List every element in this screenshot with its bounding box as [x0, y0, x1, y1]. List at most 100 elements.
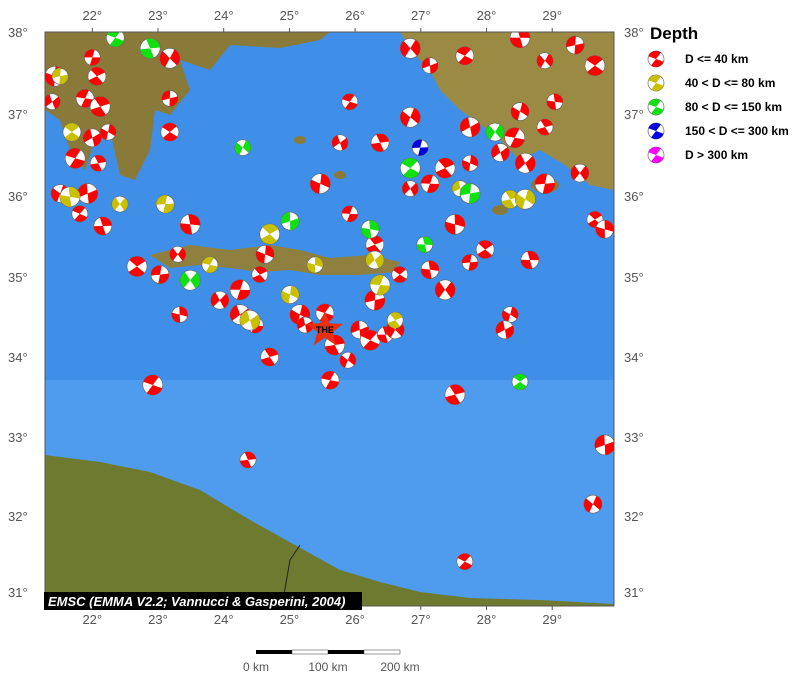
focal-mechanism[interactable]	[397, 155, 424, 182]
focal-mechanism[interactable]	[431, 276, 459, 304]
focal-mechanism[interactable]	[123, 252, 151, 280]
focal-mechanism[interactable]	[294, 314, 316, 336]
focal-mechanism[interactable]	[397, 35, 424, 62]
focal-mechanism[interactable]	[309, 173, 331, 195]
focal-mechanism[interactable]	[83, 49, 101, 66]
focal-mechanism[interactable]	[232, 137, 253, 158]
legend-swatch[interactable]	[646, 145, 667, 166]
focal-mechanism[interactable]	[441, 381, 469, 409]
focal-mechanism[interactable]	[229, 279, 251, 301]
focal-mechanism[interactable]	[458, 182, 481, 205]
focal-mechanism[interactable]	[176, 266, 204, 294]
focal-mechanism[interactable]	[237, 449, 258, 470]
legend-swatch[interactable]	[646, 49, 667, 70]
focal-mechanism[interactable]	[99, 123, 118, 142]
focal-mechanism[interactable]	[444, 214, 466, 235]
focal-mechanism[interactable]	[534, 50, 556, 72]
focal-mechanism[interactable]	[567, 160, 592, 185]
focal-mechanism[interactable]	[453, 44, 477, 68]
focal-mechanism[interactable]	[488, 140, 513, 165]
focal-mechanism[interactable]	[509, 371, 531, 393]
focal-mechanism[interactable]	[369, 274, 391, 296]
focal-mechanism[interactable]	[399, 177, 422, 200]
focal-mechanism[interactable]	[157, 120, 182, 145]
focal-mechanism[interactable]	[329, 132, 351, 154]
focal-mechanism[interactable]	[51, 67, 70, 86]
focal-mechanism[interactable]	[200, 255, 219, 274]
focal-mechanism[interactable]	[581, 492, 605, 516]
focal-mechanism[interactable]	[546, 93, 564, 111]
focal-mechanism[interactable]	[415, 235, 435, 255]
focal-mechanism[interactable]	[257, 345, 282, 370]
focal-mechanism[interactable]	[360, 219, 380, 239]
focal-mechanism[interactable]	[91, 215, 114, 238]
focal-mechanism[interactable]	[420, 174, 440, 194]
focal-mechanism[interactable]	[483, 120, 508, 145]
focal-mechanism[interactable]	[472, 237, 497, 262]
focal-mechanism[interactable]	[59, 186, 82, 209]
focal-mechanism[interactable]	[167, 243, 189, 265]
focal-mechanism[interactable]	[236, 306, 264, 334]
focal-mechanism[interactable]	[160, 89, 180, 109]
focal-mechanism[interactable]	[63, 146, 88, 171]
focal-mechanism[interactable]	[69, 203, 90, 224]
focal-mechanism[interactable]	[397, 104, 423, 130]
focal-mechanism[interactable]	[59, 120, 84, 145]
focal-mechanism[interactable]	[255, 244, 275, 265]
legend-swatch[interactable]	[646, 97, 667, 118]
focal-mechanism[interactable]	[156, 45, 183, 72]
legend-swatch[interactable]	[646, 73, 667, 94]
focal-mechanism[interactable]	[357, 327, 384, 354]
focal-mechanism[interactable]	[109, 193, 132, 216]
focal-mechanism[interactable]	[454, 551, 476, 573]
star-marker-icon[interactable]	[306, 310, 343, 346]
focal-mechanism[interactable]	[493, 318, 517, 342]
focal-mechanism[interactable]	[461, 154, 479, 172]
focal-mechanism[interactable]	[368, 131, 392, 155]
focal-mechanism[interactable]	[534, 116, 556, 138]
focal-mechanism[interactable]	[207, 287, 232, 312]
focal-mechanism[interactable]	[420, 259, 441, 280]
focal-mechanism[interactable]	[595, 219, 614, 239]
focal-mechanism[interactable]	[150, 265, 170, 285]
focal-mechanism[interactable]	[581, 52, 609, 80]
focal-mechanism[interactable]	[384, 309, 407, 332]
focal-mechanism[interactable]	[513, 187, 538, 212]
focal-mechanism[interactable]	[456, 114, 483, 141]
legend-swatch[interactable]	[646, 121, 667, 142]
focal-mechanism[interactable]	[519, 249, 541, 271]
focal-mechanism[interactable]	[306, 256, 324, 274]
focal-mechanism[interactable]	[155, 194, 175, 214]
focal-mechanism[interactable]	[171, 306, 189, 323]
focal-mechanism[interactable]	[534, 173, 556, 195]
focal-mechanism[interactable]	[341, 205, 359, 223]
focal-mechanism[interactable]	[178, 213, 201, 236]
focal-mechanism[interactable]	[564, 34, 586, 56]
focal-mechanism[interactable]	[140, 372, 165, 397]
focal-mechanism[interactable]	[503, 126, 526, 149]
focal-mechanism[interactable]	[389, 264, 411, 286]
focal-mechanism[interactable]	[340, 92, 360, 112]
focal-mechanism[interactable]	[256, 220, 284, 248]
focal-mechanism[interactable]	[279, 210, 302, 233]
focal-mechanism[interactable]	[280, 284, 300, 304]
focal-mechanism[interactable]	[461, 254, 479, 272]
focal-mechanism[interactable]	[338, 350, 359, 371]
focal-mechanism[interactable]	[41, 90, 64, 113]
focal-mechanism[interactable]	[84, 64, 109, 89]
focal-mechanism[interactable]	[75, 180, 101, 206]
focal-mechanism[interactable]	[592, 432, 618, 458]
focal-mechanism[interactable]	[137, 35, 163, 61]
focal-mechanism[interactable]	[320, 370, 341, 391]
focal-mechanism[interactable]	[431, 154, 459, 182]
focal-mechanism[interactable]	[362, 247, 387, 272]
focal-mechanism[interactable]	[80, 125, 105, 150]
focal-mechanism[interactable]	[411, 139, 429, 156]
focal-mechanism[interactable]	[509, 101, 531, 123]
focal-mechanism[interactable]	[86, 93, 114, 121]
focal-mechanism[interactable]	[508, 25, 533, 50]
focal-mechanism[interactable]	[249, 263, 272, 286]
focal-mechanism[interactable]	[87, 152, 109, 174]
focal-mechanism[interactable]	[420, 55, 441, 76]
